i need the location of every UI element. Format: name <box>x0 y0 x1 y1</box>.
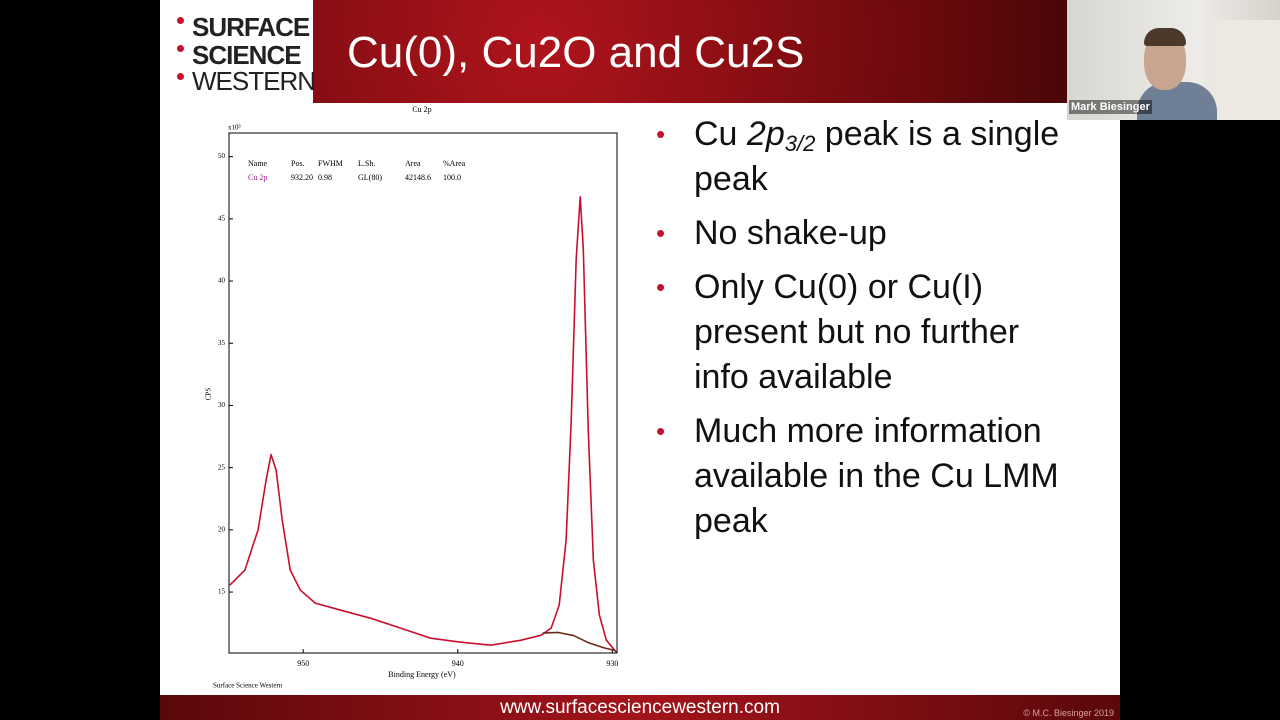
logo-dot <box>177 73 184 80</box>
logo-text: SCIENCE <box>192 40 302 70</box>
y-tick-label: 40 <box>218 277 226 285</box>
logo-text: SURFACE <box>192 12 310 42</box>
bullet-text: peak is a single peak <box>694 115 1060 198</box>
x-tick-label: 950 <box>297 659 309 668</box>
bullet-text: No shake-up <box>694 214 887 252</box>
table-cell: Cu 2p <box>248 173 267 182</box>
table-header: L.Sh. <box>358 159 375 168</box>
table-cell: 0.98 <box>318 173 332 182</box>
table-cell: 100.0 <box>443 173 461 182</box>
person-body <box>1137 82 1217 120</box>
chart-title: Cu 2p <box>412 105 431 114</box>
table-cell: 932.20 <box>291 173 313 182</box>
bullet-list: Cu 2p3/2 peak is a single peak No shake-u… <box>656 112 1076 553</box>
webcam-thumbnail: Mark Biesinger <box>1067 0 1280 120</box>
table-cell: GL(80) <box>358 173 382 182</box>
x-tick-label: 940 <box>452 659 464 668</box>
bullet: Only Cu(0) or Cu(I) present but no furth… <box>656 265 1076 400</box>
participant-name: Mark Biesinger <box>1069 100 1152 114</box>
table-header: Area <box>405 159 421 168</box>
series-line <box>229 196 617 653</box>
y-tick-label: 50 <box>218 152 226 160</box>
x-axis-label: Binding Energy (eV) <box>388 670 456 679</box>
bullet-text: Only Cu(0) or Cu(I) present but no furth… <box>694 268 1020 396</box>
footer-url: www.surfacesciencewestern.com <box>500 697 780 718</box>
series-line <box>542 631 616 652</box>
bullet: No shake-up <box>656 211 1076 256</box>
slide-footer: www.surfacesciencewestern.com © M.C. Bie… <box>160 695 1120 720</box>
bullet-text: 2p <box>746 115 785 153</box>
person-hair <box>1144 28 1186 46</box>
y-tick-label: 25 <box>218 463 226 471</box>
y-tick-label: 30 <box>218 401 226 409</box>
copyright: © M.C. Biesinger 2019 <box>1023 708 1114 718</box>
y-tick-label: 35 <box>218 339 226 347</box>
bullet: Much more information available in the C… <box>656 409 1076 544</box>
table-header: %Area <box>443 159 466 168</box>
bullet-text: Cu <box>694 115 747 153</box>
y-tick-label: 20 <box>218 525 226 533</box>
bullet-text: Much more information available in the C… <box>694 412 1059 540</box>
slide-title: Cu(0), Cu2O and Cu2S <box>347 28 805 77</box>
wall-panel <box>1212 20 1280 120</box>
slide-header <box>313 0 1067 103</box>
y-axis-label: CPS <box>205 388 213 401</box>
plot-area <box>228 132 618 654</box>
table-cell: 42148.6 <box>405 173 431 182</box>
y-multiplier: x10³ <box>228 124 241 132</box>
chart-source: Surface Science Western <box>213 682 283 690</box>
logo: SURFACE SCIENCE WESTERN <box>160 0 316 103</box>
table-header: FWHM <box>318 159 343 168</box>
bullet-text: 3/2 <box>784 131 816 156</box>
table-header: Pos. <box>291 159 305 168</box>
y-tick-label: 45 <box>218 214 226 222</box>
logo-text: WESTERN <box>192 66 316 96</box>
table-header: Name <box>248 159 268 168</box>
x-tick-label: 930 <box>606 659 618 668</box>
y-tick-label: 15 <box>218 588 226 596</box>
logo-dot <box>177 17 184 24</box>
bullet: Cu 2p3/2 peak is a single peak <box>656 112 1076 202</box>
logo-dot <box>177 45 184 52</box>
